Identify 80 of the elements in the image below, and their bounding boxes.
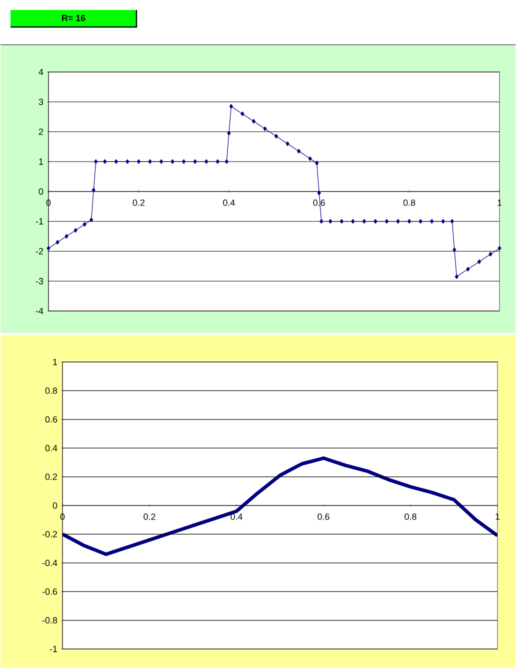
x-tick-label: 0.8 xyxy=(403,200,416,206)
point xyxy=(286,141,290,146)
point xyxy=(74,228,78,233)
y-tick-label: 0 xyxy=(38,188,44,195)
point xyxy=(320,219,324,224)
y-tick-label: -0.6 xyxy=(42,588,58,595)
point xyxy=(193,159,197,164)
point xyxy=(170,159,174,164)
y-tick-label: -2 xyxy=(36,248,44,254)
y-tick-label: -4 xyxy=(36,308,44,314)
point xyxy=(64,234,68,239)
point xyxy=(340,219,344,224)
point xyxy=(430,219,434,224)
point xyxy=(452,247,456,252)
y-tick-label: 0.4 xyxy=(45,444,58,452)
y-tick-label: 0 xyxy=(52,502,58,509)
point xyxy=(46,246,50,251)
point xyxy=(229,104,233,109)
point xyxy=(82,222,86,227)
point xyxy=(227,130,231,136)
point xyxy=(450,219,454,224)
point xyxy=(396,219,400,224)
point xyxy=(297,148,301,154)
point xyxy=(454,274,458,279)
x-tick-label: 0.2 xyxy=(132,200,144,206)
point xyxy=(488,252,492,257)
y-tick-label: 2 xyxy=(38,128,44,135)
point xyxy=(274,134,278,139)
y-tick-label: -0.2 xyxy=(42,531,58,538)
point xyxy=(477,259,482,264)
point xyxy=(92,188,96,192)
x-tick-label: 0.4 xyxy=(223,200,235,206)
point xyxy=(90,218,94,222)
point xyxy=(317,190,321,196)
point xyxy=(362,219,366,224)
point xyxy=(408,219,412,224)
point xyxy=(56,240,60,245)
point xyxy=(126,159,130,164)
x-tick-label: 0.4 xyxy=(230,514,242,520)
y-tick-label: 3 xyxy=(38,98,44,106)
point xyxy=(204,159,208,164)
point xyxy=(315,160,319,166)
y-tick-label: 0.6 xyxy=(45,416,58,423)
point xyxy=(466,266,470,272)
y-tick-label: 4 xyxy=(38,68,44,76)
point xyxy=(374,219,378,224)
y-tick-label: -1 xyxy=(36,218,44,224)
point xyxy=(182,159,186,164)
y-tick-label: 1 xyxy=(39,158,44,165)
point xyxy=(418,219,422,224)
point xyxy=(159,159,164,164)
x-tick-label: 1 xyxy=(496,514,500,520)
point xyxy=(224,159,228,164)
x-tick-label: 0.8 xyxy=(404,514,416,520)
point xyxy=(351,219,355,224)
y-tick-label: -0.8 xyxy=(42,617,58,624)
point xyxy=(441,219,445,224)
point xyxy=(216,159,220,164)
point xyxy=(240,112,244,116)
y-tick-label: 1 xyxy=(53,358,58,366)
y-tick-label: 0.8 xyxy=(45,388,58,394)
point xyxy=(384,219,389,224)
x-tick-label: 0.6 xyxy=(318,514,330,520)
point xyxy=(263,126,267,132)
point xyxy=(308,156,312,161)
point xyxy=(103,159,107,164)
point xyxy=(328,219,332,224)
y-tick-label: 0.2 xyxy=(45,474,58,480)
point xyxy=(252,118,256,124)
y-tick-label: -1 xyxy=(50,646,58,652)
point xyxy=(148,159,152,164)
x-tick-label: 1 xyxy=(498,200,502,206)
point xyxy=(136,159,140,164)
y-tick-label: -3 xyxy=(36,278,44,284)
x-tick-label: 0.2 xyxy=(144,514,156,520)
point xyxy=(114,159,118,164)
text: R= 16 xyxy=(62,14,86,22)
y-tick-label: -0.4 xyxy=(42,560,58,566)
point xyxy=(498,246,502,251)
point xyxy=(94,159,98,164)
